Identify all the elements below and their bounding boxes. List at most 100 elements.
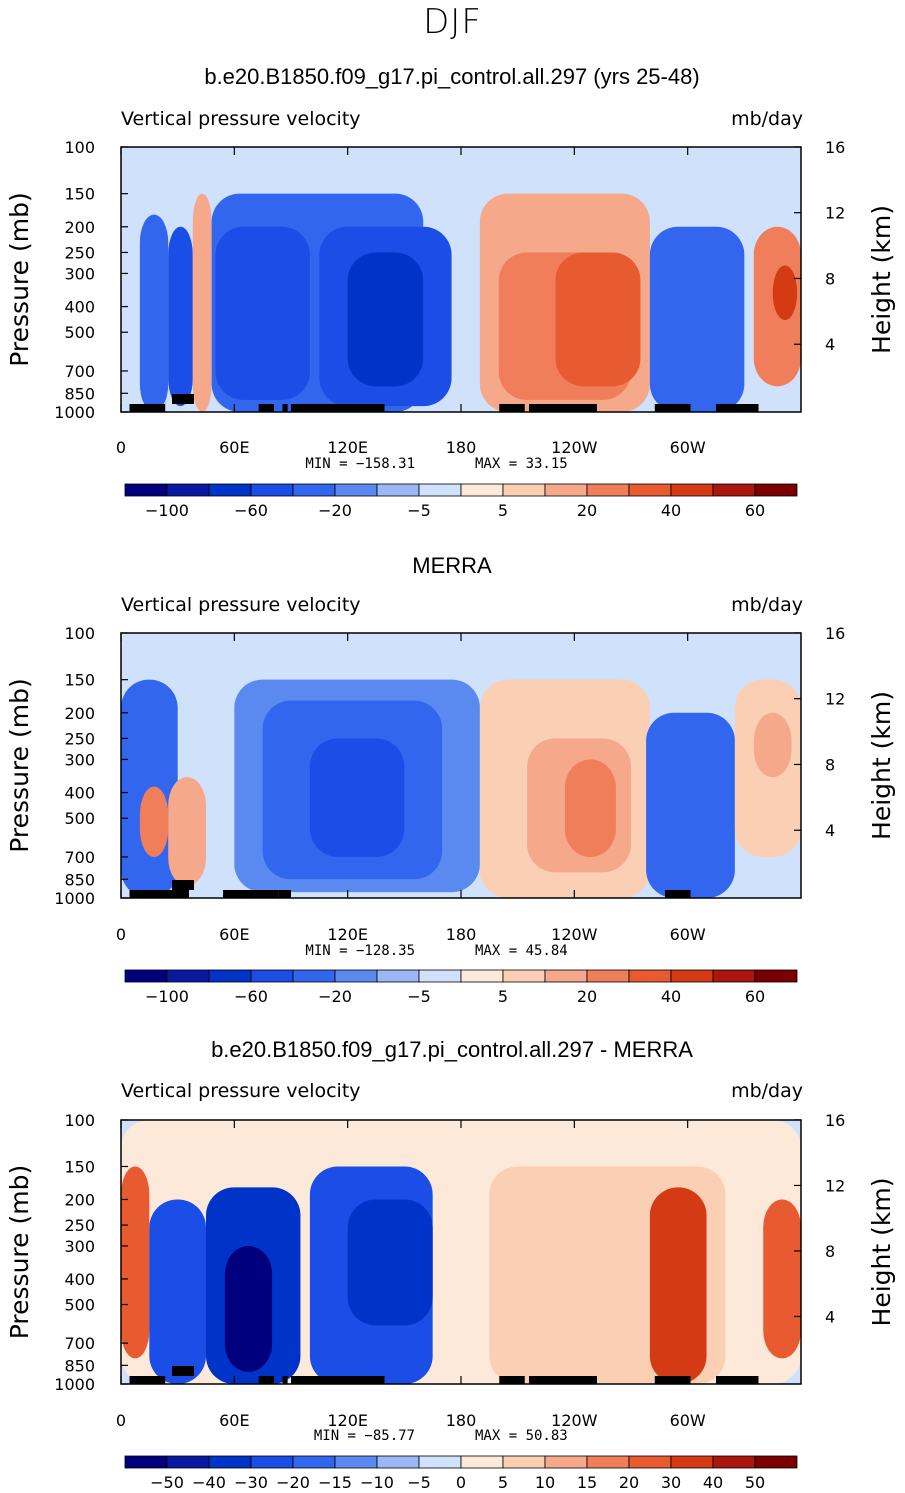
- colorbar-label: −100: [145, 987, 189, 1006]
- contour-region: [224, 1245, 273, 1372]
- y2-tick-label: 16: [825, 624, 845, 643]
- colorbar-swatch: [334, 483, 378, 497]
- y2-axis-label: Height (km): [867, 205, 896, 354]
- x-tick-label: 120W: [551, 1411, 598, 1430]
- topography-mask: [129, 1376, 166, 1384]
- colorbar-swatch: [292, 1455, 336, 1469]
- y2-tick-label: 12: [825, 1176, 845, 1195]
- topography-mask: [172, 880, 194, 890]
- y-tick-label: 250: [64, 243, 95, 262]
- topography-mask: [665, 890, 691, 898]
- panel-title: b.e20.B1850.f09_g17.pi_control.all.297 -…: [211, 1037, 693, 1062]
- topography-mask: [258, 404, 274, 412]
- contour-region: [347, 252, 424, 387]
- panel-left-label: Vertical pressure velocity: [121, 594, 361, 616]
- colorbar-swatch: [754, 969, 798, 983]
- colorbar-swatch: [376, 969, 420, 983]
- topography-mask: [654, 404, 691, 412]
- colorbar-swatch: [628, 969, 672, 983]
- colorbar-swatch: [460, 969, 504, 983]
- y-tick-label: 100: [64, 624, 95, 643]
- max-value-text: MAX = 45.84: [475, 943, 568, 959]
- x-tick-label: 120E: [327, 438, 368, 457]
- x-tick-label: 60W: [670, 925, 706, 944]
- colorbar-label: −15: [318, 1473, 352, 1492]
- colorbar-label: 60: [745, 501, 765, 520]
- y2-tick-label: 8: [825, 269, 835, 288]
- colorbar-label: 50: [745, 1473, 765, 1492]
- colorbar-label: −100: [145, 501, 189, 520]
- colorbar-swatch: [124, 1455, 168, 1469]
- contour-region: [121, 1166, 150, 1359]
- x-tick-label: 120W: [551, 925, 598, 944]
- colorbar-swatch: [250, 1455, 294, 1469]
- y2-axis-label: Height (km): [867, 1178, 896, 1327]
- colorbar-label: −20: [276, 1473, 310, 1492]
- y-tick-label: 850: [64, 1356, 95, 1375]
- y-tick-label: 700: [64, 1334, 95, 1353]
- contour-region: [215, 226, 310, 400]
- colorbar-swatch: [418, 969, 462, 983]
- y2-tick-label: 4: [825, 1307, 835, 1326]
- panel-units-label: mb/day: [731, 108, 803, 130]
- colorbar-swatch: [292, 969, 336, 983]
- panel-units-label: mb/day: [731, 1080, 803, 1102]
- colorbar-label: 5: [498, 1473, 508, 1492]
- x-tick-label: 60E: [219, 438, 249, 457]
- colorbar-swatch: [628, 1455, 672, 1469]
- colorbar-swatch: [292, 483, 336, 497]
- min-value-text: MIN = −128.35: [305, 943, 415, 959]
- topography-mask: [258, 1376, 274, 1384]
- y-tick-label: 400: [64, 784, 95, 803]
- colorbar-label: 5: [498, 987, 508, 1006]
- colorbar-swatch: [124, 969, 168, 983]
- colorbar-swatch: [334, 1455, 378, 1469]
- colorbar-label: 0: [456, 1473, 466, 1492]
- colorbar-swatch: [586, 1455, 630, 1469]
- y-tick-label: 850: [64, 870, 95, 889]
- y2-axis-label: Height (km): [867, 691, 896, 840]
- colorbar-label: −60: [234, 501, 268, 520]
- panel-left-label: Vertical pressure velocity: [121, 108, 361, 130]
- colorbar-swatch: [208, 483, 252, 497]
- x-tick-label: 180: [446, 1411, 477, 1430]
- contour-region: [753, 712, 792, 778]
- x-tick-label: 60W: [670, 1411, 706, 1430]
- colorbar-swatch: [544, 969, 588, 983]
- y-tick-label: 300: [64, 1237, 95, 1256]
- colorbar-swatch: [376, 483, 420, 497]
- colorbar-label: 10: [535, 1473, 555, 1492]
- colorbar-swatch: [544, 1455, 588, 1469]
- colorbar-label: 20: [619, 1473, 639, 1492]
- y-tick-label: 250: [64, 1216, 95, 1235]
- colorbar-swatch: [418, 483, 462, 497]
- colorbar-label: −40: [192, 1473, 226, 1492]
- colorbar-label: 30: [661, 1473, 681, 1492]
- y-tick-label: 300: [64, 264, 95, 283]
- contour-region: [772, 265, 798, 321]
- x-tick-label: 60E: [219, 925, 249, 944]
- contour-region: [139, 214, 169, 412]
- contour-region: [168, 777, 206, 886]
- y-tick-label: 700: [64, 848, 95, 867]
- y-tick-label: 150: [64, 185, 95, 204]
- y-tick-label: 200: [64, 218, 95, 237]
- topography-mask: [499, 404, 525, 412]
- y-tick-label: 1000: [54, 889, 95, 908]
- y-axis-label: Pressure (mb): [5, 192, 34, 366]
- colorbar-label: 20: [577, 987, 597, 1006]
- colorbar-label: 40: [661, 501, 681, 520]
- topography-mask: [129, 890, 189, 898]
- y-tick-label: 1000: [54, 1375, 95, 1394]
- y2-tick-label: 16: [825, 138, 845, 157]
- topography-mask: [282, 1376, 288, 1384]
- topography-mask: [716, 1376, 759, 1384]
- x-tick-label: 180: [446, 925, 477, 944]
- colorbar-swatch: [250, 969, 294, 983]
- colorbar-swatch: [670, 483, 714, 497]
- topography-mask: [172, 1366, 194, 1376]
- colorbar-swatch: [166, 969, 210, 983]
- colorbar-swatch: [166, 483, 210, 497]
- y2-tick-label: 16: [825, 1111, 845, 1130]
